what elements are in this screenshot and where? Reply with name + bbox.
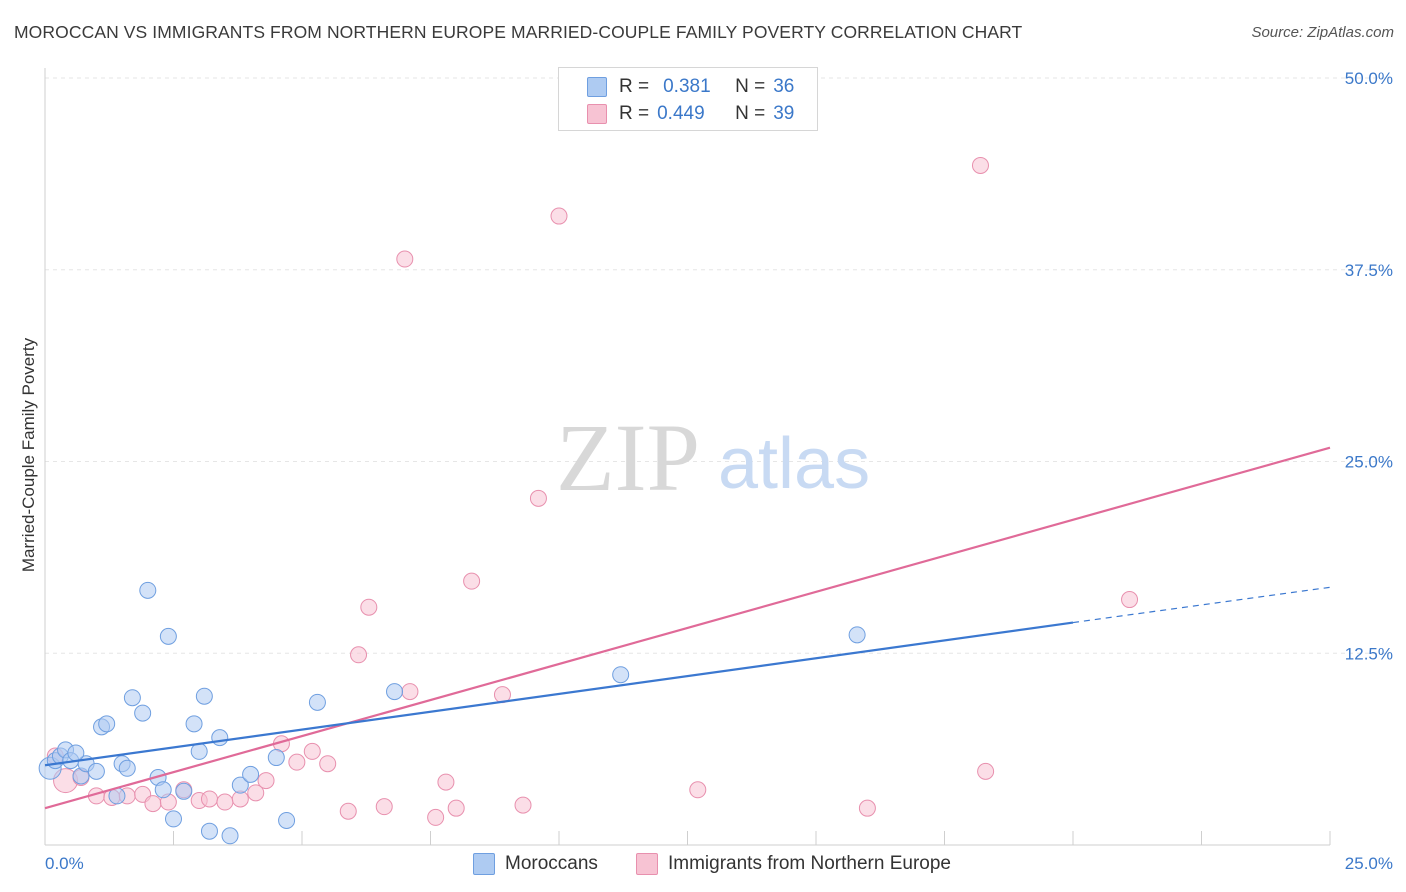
- legend-r-label: R =: [619, 103, 650, 124]
- bottom-legend-swatch-pink: [636, 853, 658, 875]
- immigrants-point: [396, 250, 414, 268]
- immigrants-point: [529, 489, 547, 507]
- legend-r-value: 0.449: [657, 103, 705, 124]
- immigrants-point: [247, 784, 265, 802]
- immigrants-point: [1121, 591, 1139, 609]
- immigrants-point: [463, 572, 481, 590]
- y-tick-label: 37.5%: [1345, 261, 1393, 280]
- moroccans-point: [123, 689, 141, 707]
- moroccans-point: [242, 765, 260, 783]
- moroccans-point: [154, 781, 172, 799]
- bottom-legend-immigrants: Immigrants from Northern Europe: [636, 851, 951, 877]
- watermark-zip: ZIP: [556, 404, 700, 511]
- x-tick-label: 0.0%: [45, 854, 84, 873]
- gridlines: [45, 77, 1390, 654]
- bottom-legend-swatch-blue: [473, 853, 495, 875]
- y-tick-label: 50.0%: [1345, 69, 1393, 88]
- y-tick-labels: 12.5% 25.0% 37.5% 50.0%: [1345, 69, 1393, 663]
- legend-row-moroccans: R = 0.381 N = 36: [587, 75, 794, 99]
- legend-r-label: R =: [619, 76, 650, 97]
- moroccans-point: [118, 759, 136, 777]
- immigrants-point: [437, 773, 455, 791]
- x-tick-label: 25.0%: [1345, 854, 1393, 873]
- immigrants-point: [303, 742, 321, 760]
- moroccans-point: [185, 715, 203, 733]
- immigrants-trendline: [44, 446, 1331, 810]
- x-tick-labels: 0.0% 25.0%: [45, 854, 1393, 873]
- immigrants-point: [200, 790, 218, 808]
- moroccans-trendline: [44, 621, 1074, 767]
- moroccans-point: [87, 762, 105, 780]
- immigrants-point: [401, 683, 419, 701]
- moroccans-point: [190, 742, 208, 760]
- immigrants-point: [447, 799, 465, 817]
- immigrants-point: [550, 207, 568, 225]
- legend: R = 0.381 N = 36 R = 0.449 N = 39: [558, 67, 818, 131]
- immigrants-point: [858, 799, 876, 817]
- moroccans-point: [165, 810, 182, 828]
- bottom-legend-label: Immigrants from Northern Europe: [668, 853, 951, 874]
- legend-row-immigrants: R = 0.449 N = 39: [587, 102, 794, 126]
- bottom-legend-moroccans: Moroccans: [473, 851, 598, 877]
- moroccans-point: [175, 782, 193, 800]
- moroccans-point: [134, 704, 152, 722]
- immigrants-point: [514, 796, 532, 814]
- immigrants-point: [288, 753, 306, 771]
- moroccans-point: [848, 626, 866, 644]
- moroccans-point: [98, 715, 116, 733]
- moroccans-point: [231, 776, 249, 794]
- immigrants-point: [216, 793, 234, 811]
- moroccans-point: [278, 811, 296, 829]
- legend-n-label: N =: [735, 76, 766, 97]
- immigrants-point: [144, 795, 162, 813]
- immigrants-point: [971, 156, 989, 174]
- immigrants-point: [350, 646, 368, 664]
- moroccans-point: [67, 744, 85, 762]
- bottom-legend-label: Moroccans: [505, 853, 598, 874]
- immigrants-point: [339, 802, 357, 820]
- legend-r-value: 0.381: [663, 76, 711, 97]
- series-moroccans-points: [38, 581, 866, 845]
- trendlines: [44, 446, 1331, 810]
- chart-title: MOROCCAN VS IMMIGRANTS FROM NORTHERN EUR…: [14, 22, 1023, 42]
- moroccans-point: [612, 666, 630, 684]
- immigrants-point: [977, 762, 995, 780]
- immigrants-point: [360, 598, 378, 616]
- moroccans-point: [139, 581, 157, 599]
- y-tick-label: 12.5%: [1345, 644, 1393, 663]
- watermark: ZIP atlas: [556, 404, 870, 511]
- moroccans-point: [267, 749, 285, 767]
- immigrants-point: [257, 772, 275, 790]
- moroccans-point: [211, 729, 229, 747]
- legend-swatch-blue: [587, 77, 607, 97]
- axes: [44, 68, 1331, 846]
- moroccans-point: [200, 822, 218, 840]
- moroccans-point: [159, 627, 177, 645]
- legend-n-value: 36: [773, 76, 795, 97]
- watermark-atlas: atlas: [718, 424, 870, 504]
- legend-n-label: N =: [735, 103, 766, 124]
- immigrants-point: [427, 808, 445, 826]
- legend-swatch-pink: [587, 104, 607, 124]
- immigrants-point: [689, 781, 707, 799]
- immigrants-point: [319, 755, 337, 773]
- moroccans-point: [195, 687, 213, 705]
- y-tick-label: 25.0%: [1345, 453, 1393, 472]
- source-label: Source: ZipAtlas.com: [1251, 24, 1394, 41]
- moroccans-point: [386, 683, 404, 701]
- moroccans-point: [308, 693, 326, 711]
- moroccans-trendline-extension: [1072, 586, 1331, 624]
- immigrants-point: [375, 798, 393, 816]
- y-axis-label: Married-Couple Family Poverty: [19, 337, 38, 572]
- legend-n-value: 39: [773, 103, 795, 124]
- moroccans-point: [221, 827, 239, 845]
